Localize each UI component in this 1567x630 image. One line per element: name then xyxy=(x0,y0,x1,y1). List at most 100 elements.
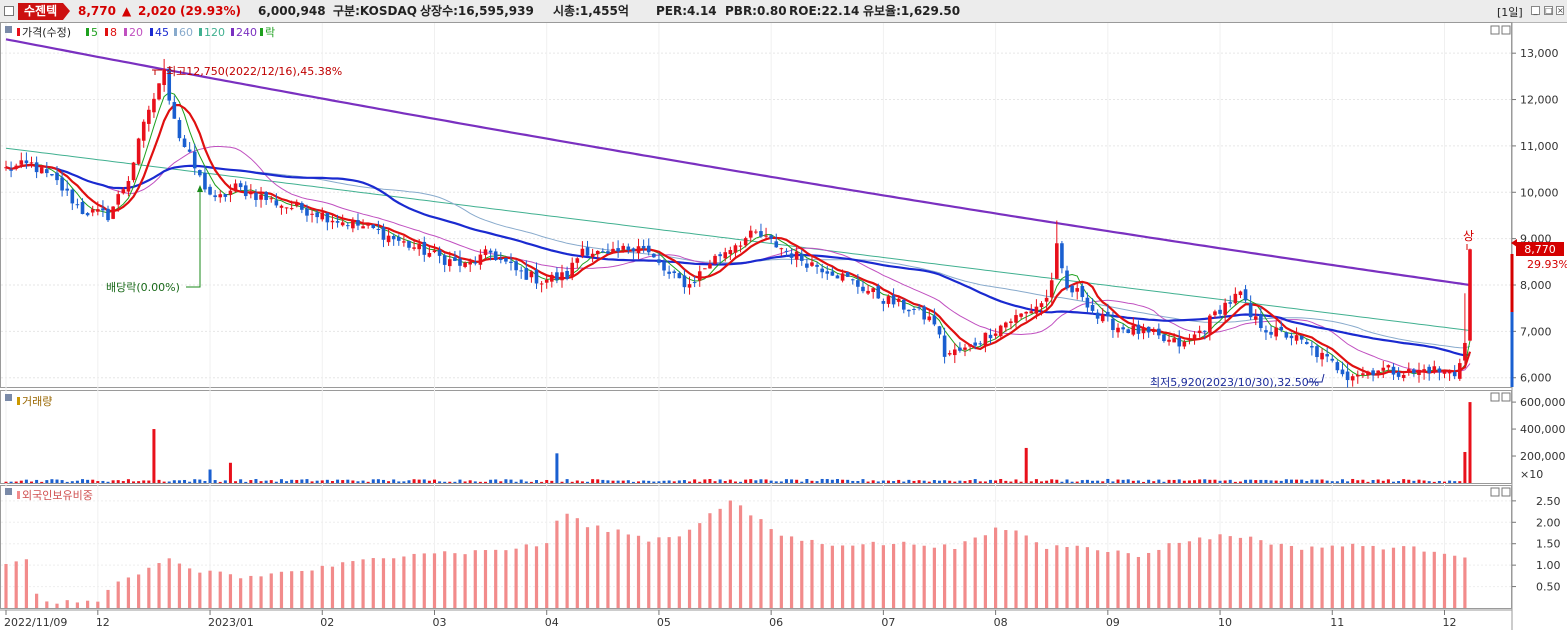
candle-body xyxy=(1009,321,1013,324)
price-panel-menu-icon[interactable] xyxy=(5,26,12,33)
volume-bar xyxy=(703,479,707,483)
candle-body xyxy=(162,69,166,86)
candle-body xyxy=(106,208,110,221)
volume-bar xyxy=(65,481,69,483)
legend-ma5: 5 xyxy=(91,26,98,39)
candle-body xyxy=(1085,297,1090,308)
volume-bar xyxy=(1346,481,1350,483)
candle-body xyxy=(922,306,926,320)
x-tick-label: 04 xyxy=(545,616,559,629)
volume-panel-close-icon[interactable] xyxy=(1501,392,1511,402)
candle-body xyxy=(488,250,493,253)
candle-body xyxy=(1080,285,1085,298)
last-price-tag xyxy=(1516,242,1564,256)
reserve-ratio: 유보율:1,629.50 xyxy=(863,4,961,18)
candle-body xyxy=(1396,371,1401,377)
volume-bar xyxy=(218,481,222,483)
foreign-ratio-bar xyxy=(483,550,488,608)
volume-bar xyxy=(1116,479,1120,483)
volume-bar xyxy=(1254,480,1258,483)
volume-bar xyxy=(295,479,299,483)
volume-unit: ×10 xyxy=(1520,468,1543,481)
volume-bar xyxy=(800,481,804,483)
candle-body xyxy=(754,231,758,233)
restore-icon[interactable]: □ xyxy=(1544,6,1553,15)
volume-bar xyxy=(50,479,54,483)
volume-bar xyxy=(963,481,967,483)
volume-bar xyxy=(1218,480,1222,483)
candle-body xyxy=(646,245,651,253)
foreign-panel-close-icon[interactable] xyxy=(1501,487,1511,497)
foreign-ratio-bar xyxy=(494,549,498,608)
price-panel-close-icon[interactable] xyxy=(1501,25,1511,35)
foreign-ratio-bar xyxy=(973,537,977,608)
stock-chart-svg[interactable]: 13,00012,00011,00010,0009,0008,0007,0006… xyxy=(0,22,1567,630)
foreign-ratio-bar xyxy=(1167,543,1171,608)
foreign-ratio-bar xyxy=(463,554,467,608)
candle-body xyxy=(340,222,345,226)
period-selector[interactable]: [1일] xyxy=(1497,6,1523,19)
volume-bar xyxy=(560,481,564,483)
volume-bar xyxy=(509,479,513,483)
volume-bar xyxy=(402,481,406,483)
foreign-ratio-bar xyxy=(116,581,120,608)
volume-bar xyxy=(999,478,1003,483)
candle-body xyxy=(845,272,850,277)
foreign-ratio-bar xyxy=(330,566,335,608)
foreign-ratio-bar xyxy=(1106,552,1110,608)
price-legend: 가격(수정) 5 8 20 45 60 120 240 락 거래량 외국인보유비… xyxy=(17,26,275,502)
candle-body xyxy=(228,190,233,195)
volume-bar xyxy=(1330,481,1334,483)
volume-bar xyxy=(70,481,74,483)
foreign-ratio-bar xyxy=(953,548,957,608)
candle-body xyxy=(386,235,391,243)
legend-ma20: 20 xyxy=(129,26,143,39)
candle-body xyxy=(345,225,350,227)
foreign-panel-menu-icon[interactable] xyxy=(5,488,12,495)
candle-body xyxy=(402,241,406,243)
candle-body xyxy=(50,174,54,176)
change-percent: (29.93%) xyxy=(180,4,241,18)
volume-panel-menu-icon[interactable] xyxy=(5,394,12,401)
minimize-icon[interactable]: _ xyxy=(1531,6,1540,15)
candle-body xyxy=(631,248,636,252)
candle-body xyxy=(182,138,187,148)
volume-bar xyxy=(657,481,661,483)
candle-body xyxy=(294,202,299,206)
volume-bar xyxy=(96,481,100,483)
volume-bar xyxy=(1458,481,1462,483)
volume-bar xyxy=(269,480,273,483)
foreign-ratio-bar xyxy=(1412,546,1416,608)
x-tick-label: 03 xyxy=(432,616,446,629)
foreign-ratio-bar xyxy=(1004,530,1008,608)
candle-body xyxy=(1381,367,1386,371)
header-checkbox[interactable] xyxy=(4,6,14,16)
candle-body xyxy=(529,271,534,278)
close-icon[interactable]: × xyxy=(1556,6,1564,15)
volume-bar xyxy=(387,481,391,483)
volume-bar xyxy=(126,479,130,483)
stock-name-badge[interactable]: 수젠텍 xyxy=(18,3,71,20)
candle-body xyxy=(177,120,182,139)
candle-body xyxy=(840,273,845,281)
volume-bar xyxy=(1208,479,1212,483)
volume-bar xyxy=(1055,479,1059,483)
candle-body xyxy=(657,259,661,263)
volume-panel-minimize-icon[interactable] xyxy=(1490,392,1500,402)
candle-body xyxy=(667,271,671,274)
candle-body xyxy=(565,270,569,279)
candle-body xyxy=(442,255,447,265)
candle-body xyxy=(259,194,263,200)
candle-body xyxy=(886,296,891,304)
foreign-ratio-bar xyxy=(1340,546,1345,608)
volume-bar xyxy=(754,480,758,483)
volume-bar xyxy=(81,479,85,483)
volume-bar xyxy=(1075,481,1079,483)
price-panel-minimize-icon[interactable] xyxy=(1490,25,1500,35)
candle-body xyxy=(70,189,75,204)
foreign-ratio-bar xyxy=(4,564,8,608)
volume-bar xyxy=(922,480,926,483)
foreign-panel-minimize-icon[interactable] xyxy=(1490,487,1500,497)
volume-bar xyxy=(473,481,477,483)
volume-bar xyxy=(698,481,702,483)
